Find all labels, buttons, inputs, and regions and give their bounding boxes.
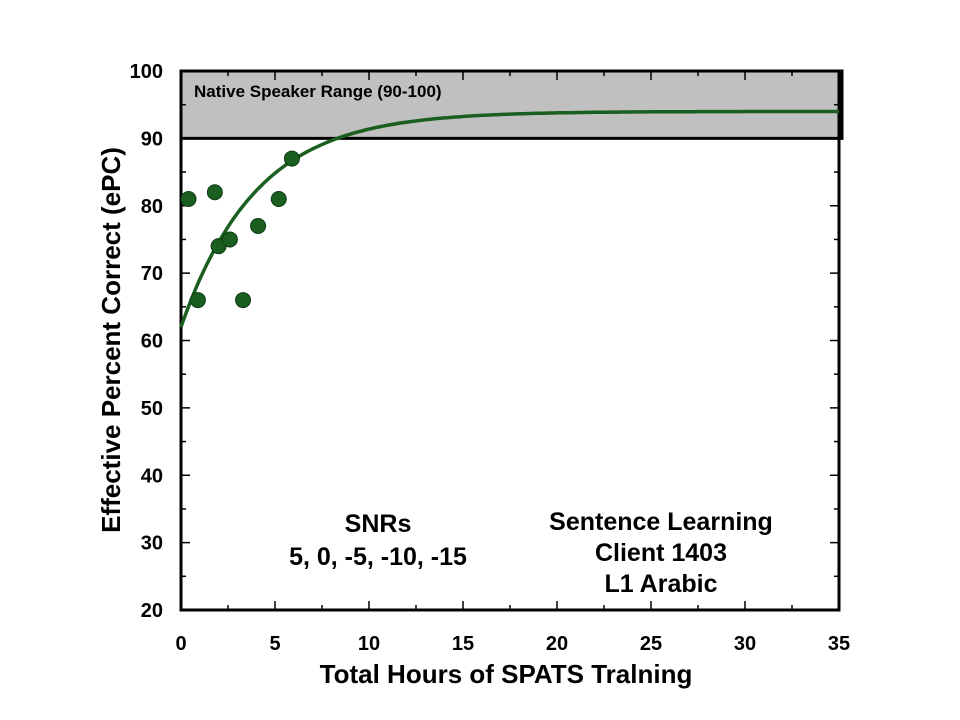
y-axis-title: Effective Percent Correct (ePC) [96, 147, 126, 533]
snr-values: 5, 0, -5, -10, -15 [289, 543, 467, 571]
band-label: Native Speaker Range (90-100) [194, 82, 442, 101]
y-tick-label: 80 [141, 196, 163, 218]
native-speaker-band: Native Speaker Range (90-100) [179, 69, 844, 140]
data-point [206, 184, 223, 201]
y-tick-label: 50 [141, 398, 163, 420]
data-point [189, 292, 206, 309]
data-point [180, 191, 197, 208]
data-point [270, 191, 287, 208]
fit-curve-group [179, 109, 839, 328]
y-tick-label: 40 [141, 465, 163, 487]
task-label: Sentence Learning [549, 508, 773, 536]
plot-frame [179, 69, 841, 612]
data-point [250, 217, 267, 234]
y-tick-label: 70 [141, 263, 163, 285]
data-point [283, 150, 300, 167]
y-tick-label: 30 [141, 533, 163, 555]
x-tick-labels: 0 5 10 15 20 25 30 35 [175, 633, 850, 655]
x-tick-label: 0 [175, 633, 186, 655]
x-tick-label: 5 [269, 633, 280, 655]
x-tick-label: 30 [734, 633, 756, 655]
y-tick-label: 100 [130, 61, 163, 83]
fit-curve [179, 109, 839, 328]
data-point [235, 292, 252, 309]
y-tick-label: 20 [141, 600, 163, 622]
x-tick-label: 20 [546, 633, 568, 655]
x-tick-label: 25 [640, 633, 662, 655]
data-point [221, 231, 238, 248]
language-label: L1 Arabic [604, 570, 717, 598]
y-tick-labels: 20 30 40 50 60 70 80 90 100 [130, 61, 163, 622]
x-tick-label: 10 [358, 633, 380, 655]
y-tick-label: 90 [141, 128, 163, 150]
x-tick-label: 15 [452, 633, 474, 655]
x-axis-title: Total Hours of SPATS Tralning [320, 659, 693, 689]
x-tick-label: 35 [828, 633, 850, 655]
snr-label: SNRs [345, 510, 412, 538]
data-points [180, 150, 300, 309]
client-label: Client 1403 [595, 539, 727, 567]
y-tick-label: 60 [141, 331, 163, 353]
